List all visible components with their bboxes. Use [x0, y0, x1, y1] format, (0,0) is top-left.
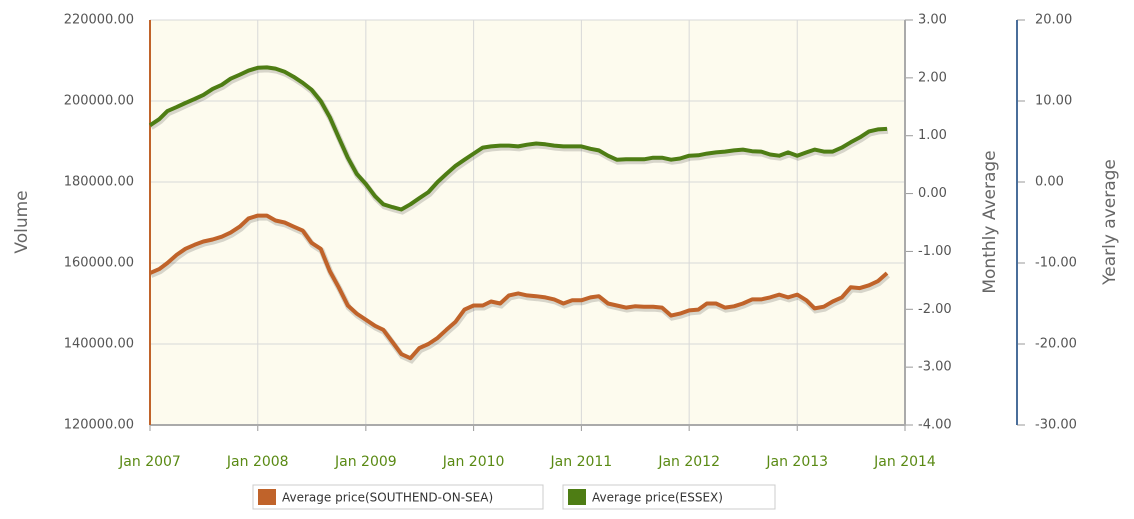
y-tick-label: 160000.00 — [64, 256, 134, 271]
x-tick-label: Jan 2008 — [226, 454, 289, 470]
x-tick-label: Jan 2013 — [765, 454, 828, 470]
y2-tick-label: 0.00 — [918, 186, 947, 201]
y2-tick-label: -1.00 — [918, 244, 952, 259]
y2-tick-label: 2.00 — [918, 70, 947, 85]
x-tick-label: Jan 2012 — [657, 454, 720, 470]
y2-tick-label: 1.00 — [918, 128, 947, 143]
legend-swatch — [258, 489, 276, 505]
y-tick-label: 180000.00 — [64, 175, 134, 190]
y2-axis-title: Monthly Average — [980, 150, 1000, 293]
legend-label: Average price(ESSEX) — [592, 491, 723, 505]
y3-tick-label: 0.00 — [1035, 175, 1064, 190]
x-tick-label: Jan 2011 — [550, 454, 613, 470]
y-tick-label: 140000.00 — [64, 337, 134, 352]
y3-tick-label: 10.00 — [1035, 94, 1072, 109]
y3-tick-label: 20.00 — [1035, 13, 1072, 28]
y-tick-label: 200000.00 — [64, 94, 134, 109]
legend-box — [252, 484, 544, 510]
y3-tick-label: -10.00 — [1035, 256, 1077, 271]
legend-label: Average price(SOUTHEND-ON-SEA) — [282, 491, 493, 505]
plot-area — [150, 20, 905, 425]
x-tick-label: Jan 2014 — [873, 454, 936, 470]
y3-tick-label: -20.00 — [1035, 337, 1077, 352]
y2-tick-label: -3.00 — [918, 360, 952, 375]
y3-tick-label: -30.00 — [1035, 418, 1077, 433]
x-tick-label: Jan 2007 — [118, 454, 181, 470]
y2-tick-label: 3.00 — [918, 13, 947, 28]
y-tick-label: 220000.00 — [64, 13, 134, 28]
y-tick-label: 120000.00 — [64, 418, 134, 433]
x-tick-label: Jan 2010 — [442, 454, 505, 470]
series-line — [148, 65, 888, 212]
y2-tick-label: -4.00 — [918, 418, 952, 433]
legend-swatch — [568, 489, 586, 505]
y3-axis-title: Yearly average — [1100, 159, 1120, 286]
series-line — [149, 213, 889, 361]
y-axis-title: Volume — [12, 190, 32, 253]
x-tick-label: Jan 2009 — [334, 454, 397, 470]
legend-box — [562, 484, 776, 510]
y2-tick-label: -2.00 — [918, 302, 952, 317]
